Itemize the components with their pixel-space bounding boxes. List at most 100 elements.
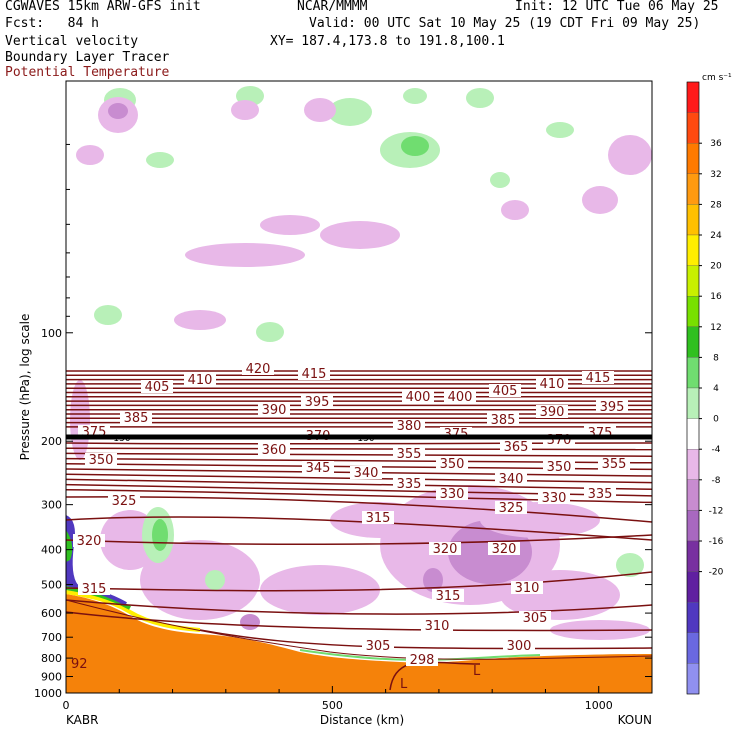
y-axis: 100 200 300 400 500 600 700 800 900 1000 (34, 80, 652, 700)
colorbar-swatch (686, 265, 700, 297)
colorbar-swatch (686, 387, 700, 419)
velocity-blob (94, 305, 122, 325)
organization: NCAR/MMMM (297, 0, 368, 14)
theta-label: 390 (262, 403, 287, 418)
theta-label: 355 (397, 447, 422, 462)
colorbar-swatch (686, 143, 700, 174)
theta-label-bg (432, 589, 464, 602)
colorbar-swatch (686, 449, 700, 480)
theta-label: 410 (540, 377, 565, 392)
velocity-blob (240, 614, 260, 630)
theta-label: 325 (499, 501, 524, 516)
colorbar-tick-label: 32 (710, 170, 721, 180)
colorbar-swatch (686, 296, 700, 327)
theta-label: 385 (491, 413, 516, 428)
terrain-fill (66, 594, 652, 693)
velocity-blob (401, 136, 429, 156)
theta-contour (66, 611, 652, 632)
theta-label: 340 (499, 472, 524, 487)
theta-label-bg (500, 440, 532, 453)
theta-label: 325 (112, 494, 137, 509)
velocity-blob (320, 221, 400, 249)
theta-label: 345 (306, 461, 331, 476)
velocity-blob (70, 380, 90, 460)
x-tick-label: 500 (322, 699, 343, 712)
theta-contour (66, 369, 652, 373)
theta-label-bg (436, 487, 468, 500)
y-tick-label: 600 (41, 607, 62, 620)
velocity-blob (108, 103, 128, 119)
theta-label: 415 (302, 367, 327, 382)
theta-label: 330 (440, 487, 465, 502)
model-title: CGWAVES 15km ARW-GFS init (5, 0, 201, 14)
contour-annotation: 92 (71, 657, 88, 672)
theta-contours: 420 415 410 405 410 415 400 400 405 395 390 385 385 3… (66, 362, 652, 692)
theta-label: 320 (433, 542, 458, 557)
theta-contour (66, 447, 652, 451)
theta-contour (66, 425, 652, 428)
tropopause-line: 150 150 (66, 434, 652, 444)
velocity-blob (490, 172, 510, 188)
theta-label-bg (584, 487, 616, 500)
theta-label: 305 (523, 611, 548, 626)
theta-contour (66, 400, 652, 403)
velocity-blob (140, 540, 260, 620)
colorbar-tick-label: -12 (709, 506, 724, 516)
colorbar-swatch (686, 602, 700, 633)
velocity-blob (185, 243, 305, 267)
theta-label: 330 (542, 491, 567, 506)
colorbar-tick-label: 24 (710, 231, 722, 241)
theta-label: 305 (366, 639, 391, 654)
theta-label-bg (488, 542, 520, 555)
colorbar-swatch (686, 234, 700, 266)
y-axis-title: Pressure (hPa), log scale (18, 314, 32, 461)
colorbar-tick-label: 0 (713, 415, 719, 425)
theta-label: 320 (77, 534, 102, 549)
velocity-blob (403, 88, 427, 104)
theta-label: 400 (448, 390, 473, 405)
theta-contour (66, 516, 652, 541)
xy-endpoints: XY= 187.4,173.8 to 191.8,100.1 (270, 34, 505, 49)
theta-label: 315 (82, 582, 107, 597)
theta-label-bg (536, 405, 568, 418)
colorbar-swatch (686, 479, 700, 511)
theta-contour (66, 421, 652, 424)
theta-label: 350 (89, 453, 114, 468)
theta-label: 420 (246, 362, 271, 377)
theta-label: 395 (305, 395, 330, 410)
x-axis-title: Distance (km) (320, 713, 404, 727)
colorbar-swatch (686, 663, 700, 695)
theta-label-bg (495, 472, 527, 485)
theta-label: 350 (440, 457, 465, 472)
theta-label-bg (73, 534, 105, 547)
theta-label: 405 (493, 384, 518, 399)
colorbar-swatch (686, 112, 700, 144)
theta-label: 335 (397, 477, 422, 492)
tropopause-label: 150 (357, 434, 374, 444)
colorbar-unit: cm s⁻¹ (702, 73, 732, 83)
bl-tracer-yellow (66, 590, 201, 632)
colorbar-tick-label: 36 (710, 139, 722, 149)
field-potential-temperature: Potential Temperature (5, 65, 170, 80)
colorbar-tick-label: 8 (713, 353, 719, 363)
velocity-blob (608, 135, 652, 175)
theta-label-bg (596, 400, 628, 413)
colorbar-swatch (686, 571, 700, 603)
theta-label: 320 (492, 542, 517, 557)
colorbar-tick-label: 28 (710, 200, 722, 210)
colorbar-swatch (686, 204, 700, 236)
colorbar-tick-label: -16 (709, 537, 724, 547)
theta-label: 315 (436, 589, 461, 604)
contour-annotation: L (473, 664, 481, 679)
y-tick-label: 800 (41, 652, 62, 665)
x-left-station: KABR (66, 713, 98, 727)
theta-label-bg (85, 453, 117, 466)
theta-label-bg (108, 494, 140, 507)
theta-contour (66, 478, 652, 490)
theta-label-bg (362, 639, 394, 652)
theta-label-bg (538, 491, 570, 504)
theta-label-bg (503, 639, 535, 652)
colorbar-swatch (686, 326, 700, 358)
theta-label-bg (402, 390, 434, 403)
contour-annotation: L (400, 677, 408, 692)
